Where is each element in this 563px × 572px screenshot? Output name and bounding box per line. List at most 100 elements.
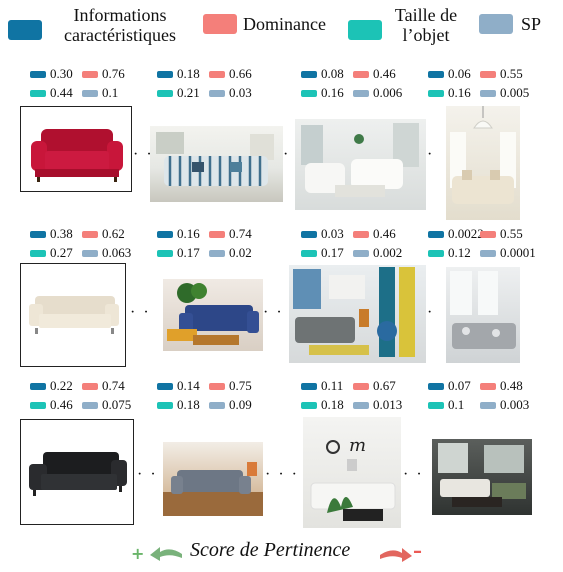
sp-marker	[82, 401, 98, 409]
score-value: 0.46	[373, 226, 396, 241]
score-value: 0.62	[102, 226, 125, 241]
sp-marker	[82, 89, 98, 97]
score-dominance-r3-c2: 0.75	[209, 378, 252, 394]
score-taille-r3-c3: 0.18	[301, 397, 344, 413]
score-taille-r2-c2: 0.17	[157, 245, 200, 261]
result-image-r1-2	[295, 119, 426, 210]
info-marker	[301, 382, 317, 390]
green-arrow-icon	[150, 547, 182, 561]
score-sp-r3-c4: 0.003	[480, 397, 529, 413]
sp-marker	[209, 401, 225, 409]
score-sp-r2-c3: 0.002	[353, 245, 402, 261]
score-dominance-r2-c2: 0.74	[209, 226, 252, 242]
result-image-r3-3	[432, 439, 532, 515]
dark-modern-room-picture	[438, 443, 526, 507]
score-taille-r3-c4: 0.1	[428, 397, 464, 413]
score-value: 0.18	[321, 397, 344, 412]
score-value: 0.006	[373, 85, 403, 100]
score-value: 0.74	[229, 226, 252, 241]
result-image-r1-1	[150, 126, 283, 202]
score-value: 0.16	[448, 85, 471, 100]
score-value: 0.0022	[448, 226, 484, 241]
dots-r3-2: · · ·	[265, 466, 299, 483]
legend-dominance-swatch	[203, 14, 237, 34]
score-sp-r2-c2: 0.02	[209, 245, 252, 261]
score-dominance-r3-c1: 0.74	[82, 378, 125, 394]
score-value: 0.07	[448, 378, 471, 393]
score-value: 0.08	[321, 66, 344, 81]
info-marker	[428, 230, 444, 238]
legend-sp-swatch	[479, 14, 513, 34]
legend-taille: Taille de l’objet	[348, 5, 464, 45]
score-sp-r3-c3: 0.013	[353, 397, 402, 413]
red-sofa-picture	[31, 129, 123, 182]
dominance-marker	[353, 70, 369, 78]
score-info-r3-c4: 0.07	[428, 378, 471, 394]
sp-marker	[480, 401, 496, 409]
score-value: 0.1	[102, 85, 119, 100]
legend-info: Informations caractéristiques	[8, 5, 190, 45]
legend-info-label: Informations caractéristiques	[64, 5, 176, 45]
score-value: 0.1	[448, 397, 465, 412]
colorful-room-picture	[293, 267, 415, 357]
score-value: 0.74	[102, 378, 125, 393]
minus-sign: –	[413, 541, 422, 562]
score-value: 0.013	[373, 397, 403, 412]
score-value: 0.46	[50, 397, 73, 412]
taille-marker	[30, 249, 46, 257]
dots-r1-3: ·	[427, 146, 435, 163]
sp-marker	[209, 249, 225, 257]
score-value: 0.55	[500, 226, 523, 241]
score-value: 0.76	[102, 66, 125, 81]
score-info-r1-c3: 0.08	[301, 66, 344, 82]
taille-marker	[428, 401, 444, 409]
score-value: 0.16	[177, 226, 200, 241]
score-sp-r2-c4: 0.0001	[480, 245, 536, 261]
score-info-r2-c2: 0.16	[157, 226, 200, 242]
score-dominance-r2-c3: 0.46	[353, 226, 396, 242]
cream-sofa-picture	[29, 296, 119, 334]
score-value: 0.11	[321, 378, 344, 393]
plus-sign: +	[131, 544, 145, 563]
dots-r2-1: · ·	[130, 304, 151, 321]
sp-marker	[353, 249, 369, 257]
sp-marker	[82, 249, 98, 257]
legend-sp-label: SP	[521, 14, 542, 34]
score-value: 0.27	[50, 245, 73, 260]
taille-marker	[428, 249, 444, 257]
black-leather-sofa-picture	[29, 452, 127, 496]
score-value: 0.66	[229, 66, 252, 81]
score-value: 0.38	[50, 226, 73, 241]
sp-marker	[480, 249, 496, 257]
score-info-r2-c4: 0.0022	[428, 226, 484, 242]
score-value: 0.75	[229, 378, 252, 393]
dominance-marker	[209, 382, 225, 390]
result-image-r3-1	[163, 442, 263, 516]
grey-sofa-wood-floor-picture	[163, 462, 263, 516]
score-value: 0.005	[500, 85, 530, 100]
score-value: 0.14	[177, 378, 200, 393]
score-info-r1-c1: 0.30	[30, 66, 73, 82]
score-taille-r2-c4: 0.12	[428, 245, 471, 261]
score-info-r2-c1: 0.38	[30, 226, 73, 242]
score-taille-r3-c1: 0.46	[30, 397, 73, 413]
red-arrow-icon	[380, 548, 412, 562]
score-dominance-r1-c3: 0.46	[353, 66, 396, 82]
taille-marker	[428, 89, 444, 97]
info-marker	[30, 382, 46, 390]
score-value: 0.063	[102, 245, 132, 260]
result-image-r1-3	[446, 106, 520, 220]
score-dominance-r3-c3: 0.67	[353, 378, 396, 394]
info-marker	[301, 230, 317, 238]
score-sp-r2-c1: 0.063	[82, 245, 131, 261]
score-value: 0.46	[373, 66, 396, 81]
dominance-marker	[82, 230, 98, 238]
score-value: 0.18	[177, 397, 200, 412]
grey-sofa-picture	[450, 271, 516, 349]
score-info-r1-c2: 0.18	[157, 66, 200, 82]
dominance-marker	[82, 70, 98, 78]
taille-marker	[157, 249, 173, 257]
score-value: 0.18	[177, 66, 200, 81]
legend-info-swatch	[8, 20, 42, 40]
